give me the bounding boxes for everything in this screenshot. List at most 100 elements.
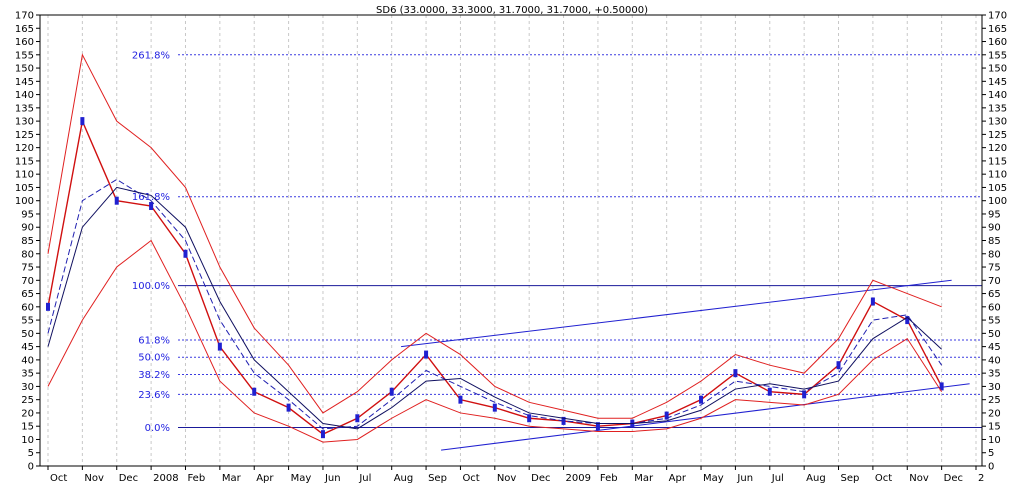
price-candle [149, 202, 154, 211]
y-tick-label-left: 150 [15, 64, 34, 75]
price-candle [286, 403, 291, 412]
y-tick-label-right: 105 [988, 183, 1007, 194]
y-tick-label-right: 145 [988, 77, 1007, 88]
y-tick-label-right: 15 [988, 422, 1001, 433]
trend-line-upper [401, 279, 952, 348]
x-tick-label: 2 [978, 473, 984, 484]
x-tick-label: Feb [600, 473, 618, 484]
price-candle [595, 422, 600, 431]
y-tick-label-right: 85 [988, 236, 1001, 247]
price-candle [492, 403, 497, 412]
x-tick-label: Aug [806, 473, 826, 484]
y-tick-label-left: 100 [15, 196, 34, 207]
x-tick-label: Nov [909, 473, 929, 484]
x-tick-label: Sep [841, 473, 860, 484]
series-layer [46, 53, 970, 451]
x-tick-label: Mar [634, 473, 654, 484]
y-tick-label-left: 90 [21, 223, 34, 234]
price-candle [939, 382, 944, 391]
y-tick-label-right: 30 [988, 382, 1001, 393]
chart-title: SD6 (33.0000, 33.3000, 31.7000, 31.7000,… [376, 5, 648, 16]
y-tick-label-left: 145 [15, 77, 34, 88]
series-line-ma-navy [47, 178, 943, 430]
y-tick-label-right: 0 [988, 462, 994, 473]
y-tick-label-left: 45 [21, 342, 34, 353]
y-tick-label-right: 10 [988, 435, 1001, 446]
y-tick-label-right: 155 [988, 50, 1007, 61]
x-tick-label: Jul [771, 473, 784, 484]
y-tick-label-right: 95 [988, 209, 1001, 220]
fib-label: 38.2% [138, 370, 170, 381]
y-tick-label-right: 75 [988, 263, 1001, 274]
fib-label: 50.0% [138, 353, 170, 364]
y-tick-label-right: 110 [988, 170, 1007, 181]
y-tick-label-right: 140 [988, 90, 1007, 101]
x-tick-label: Nov [497, 473, 517, 484]
y-tick-label-right: 90 [988, 223, 1001, 234]
y-tick-label-left: 165 [15, 24, 34, 35]
price-candle [767, 387, 772, 396]
y-tick-label-right: 60 [988, 302, 1001, 313]
y-tick-label-left: 5 [28, 448, 34, 459]
price-candle [252, 387, 257, 396]
y-tick-label-left: 30 [21, 382, 34, 393]
y-tick-label-right: 125 [988, 130, 1007, 141]
x-tick-label: Oct [50, 473, 67, 484]
fib-label: 100.0% [132, 281, 170, 292]
y-tick-label-left: 125 [15, 130, 34, 141]
y-tick-label-right: 70 [988, 276, 1001, 287]
price-candle [114, 196, 119, 205]
y-tick-label-left: 10 [21, 435, 34, 446]
y-tick-label-left: 155 [15, 50, 34, 61]
x-tick-label: Jul [358, 473, 371, 484]
y-tick-label-right: 35 [988, 369, 1001, 380]
x-tick-label: Dec [119, 473, 138, 484]
x-tick-label: Dec [531, 473, 550, 484]
y-tick-label-left: 50 [21, 329, 34, 340]
y-tick-label-right: 45 [988, 342, 1001, 353]
fib-label: 261.8% [132, 50, 170, 61]
price-candle [389, 387, 394, 396]
y-tick-label-left: 105 [15, 183, 34, 194]
y-tick-label-left: 65 [21, 289, 34, 300]
y-tick-label-right: 100 [988, 196, 1007, 207]
y-tick-label-right: 165 [988, 24, 1007, 35]
fib-levels: 261.8% 161.8% 100.0% 61.8% 50.0% 38.2% 23.6% 0.… [132, 50, 982, 434]
y-tick-label-right: 120 [988, 143, 1007, 154]
y-tick-label-right: 25 [988, 395, 1001, 406]
y-tick-label-left: 120 [15, 143, 34, 154]
y-tick-label-right: 80 [988, 249, 1001, 260]
price-candle [733, 369, 738, 378]
x-tick-label: Apr [669, 473, 687, 484]
y-tick-label-left: 110 [15, 170, 34, 181]
y-tick-label-right: 5 [988, 448, 994, 459]
price-candle [905, 316, 910, 325]
price-candle [664, 411, 669, 420]
fib-label: 161.8% [132, 192, 170, 203]
y-tick-label-right: 130 [988, 117, 1007, 128]
price-candle [355, 414, 360, 423]
price-candle [699, 395, 704, 404]
y-tick-label-right: 20 [988, 408, 1001, 419]
y-tick-label-left: 60 [21, 302, 34, 313]
y-tick-label-left: 140 [15, 90, 34, 101]
x-tick-label: Mar [222, 473, 242, 484]
price-candle [80, 117, 85, 126]
y-tick-label-right: 160 [988, 37, 1007, 48]
x-tick-label: Apr [256, 473, 274, 484]
y-tick-label-right: 135 [988, 103, 1007, 114]
y-tick-label-left: 75 [21, 263, 34, 274]
y-tick-label-right: 170 [988, 11, 1007, 22]
price-candle [870, 297, 875, 306]
price-candle [836, 361, 841, 370]
y-tick-label-right: 55 [988, 316, 1001, 327]
y-tick-label-right: 115 [988, 156, 1007, 167]
y-tick-label-left: 0 [28, 462, 34, 473]
x-tick-label: 2008 [153, 473, 178, 484]
y-tick-label-left: 115 [15, 156, 34, 167]
y-tick-label-left: 40 [21, 355, 34, 366]
price-candle [802, 390, 807, 399]
y-tick-label-left: 130 [15, 117, 34, 128]
y-tick-label-left: 20 [21, 408, 34, 419]
